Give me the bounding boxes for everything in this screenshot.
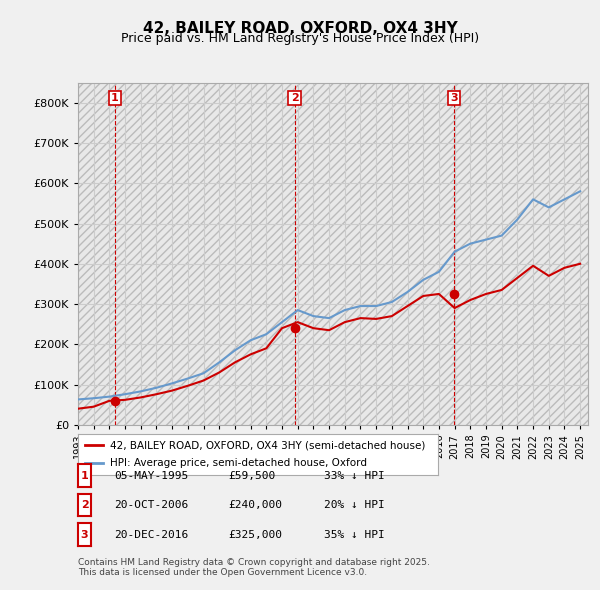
Text: Price paid vs. HM Land Registry's House Price Index (HPI): Price paid vs. HM Land Registry's House …	[121, 32, 479, 45]
Text: 42, BAILEY ROAD, OXFORD, OX4 3HY (semi-detached house): 42, BAILEY ROAD, OXFORD, OX4 3HY (semi-d…	[110, 440, 426, 450]
Text: £240,000: £240,000	[228, 500, 282, 510]
Text: 05-MAY-1995: 05-MAY-1995	[114, 471, 188, 480]
Text: 2: 2	[290, 93, 298, 103]
Text: 20-DEC-2016: 20-DEC-2016	[114, 530, 188, 539]
Text: £59,500: £59,500	[228, 471, 275, 480]
Text: 35% ↓ HPI: 35% ↓ HPI	[324, 530, 385, 539]
Text: 33% ↓ HPI: 33% ↓ HPI	[324, 471, 385, 480]
Text: 1: 1	[81, 471, 88, 480]
Bar	[78, 83, 588, 425]
Text: 2: 2	[81, 500, 88, 510]
Text: 20-OCT-2006: 20-OCT-2006	[114, 500, 188, 510]
Text: 1: 1	[111, 93, 119, 103]
Text: 3: 3	[451, 93, 458, 103]
Text: 20% ↓ HPI: 20% ↓ HPI	[324, 500, 385, 510]
Text: 42, BAILEY ROAD, OXFORD, OX4 3HY: 42, BAILEY ROAD, OXFORD, OX4 3HY	[143, 21, 457, 35]
Text: HPI: Average price, semi-detached house, Oxford: HPI: Average price, semi-detached house,…	[110, 458, 367, 468]
Text: Contains HM Land Registry data © Crown copyright and database right 2025.
This d: Contains HM Land Registry data © Crown c…	[78, 558, 430, 577]
Text: 3: 3	[81, 530, 88, 539]
Text: £325,000: £325,000	[228, 530, 282, 539]
